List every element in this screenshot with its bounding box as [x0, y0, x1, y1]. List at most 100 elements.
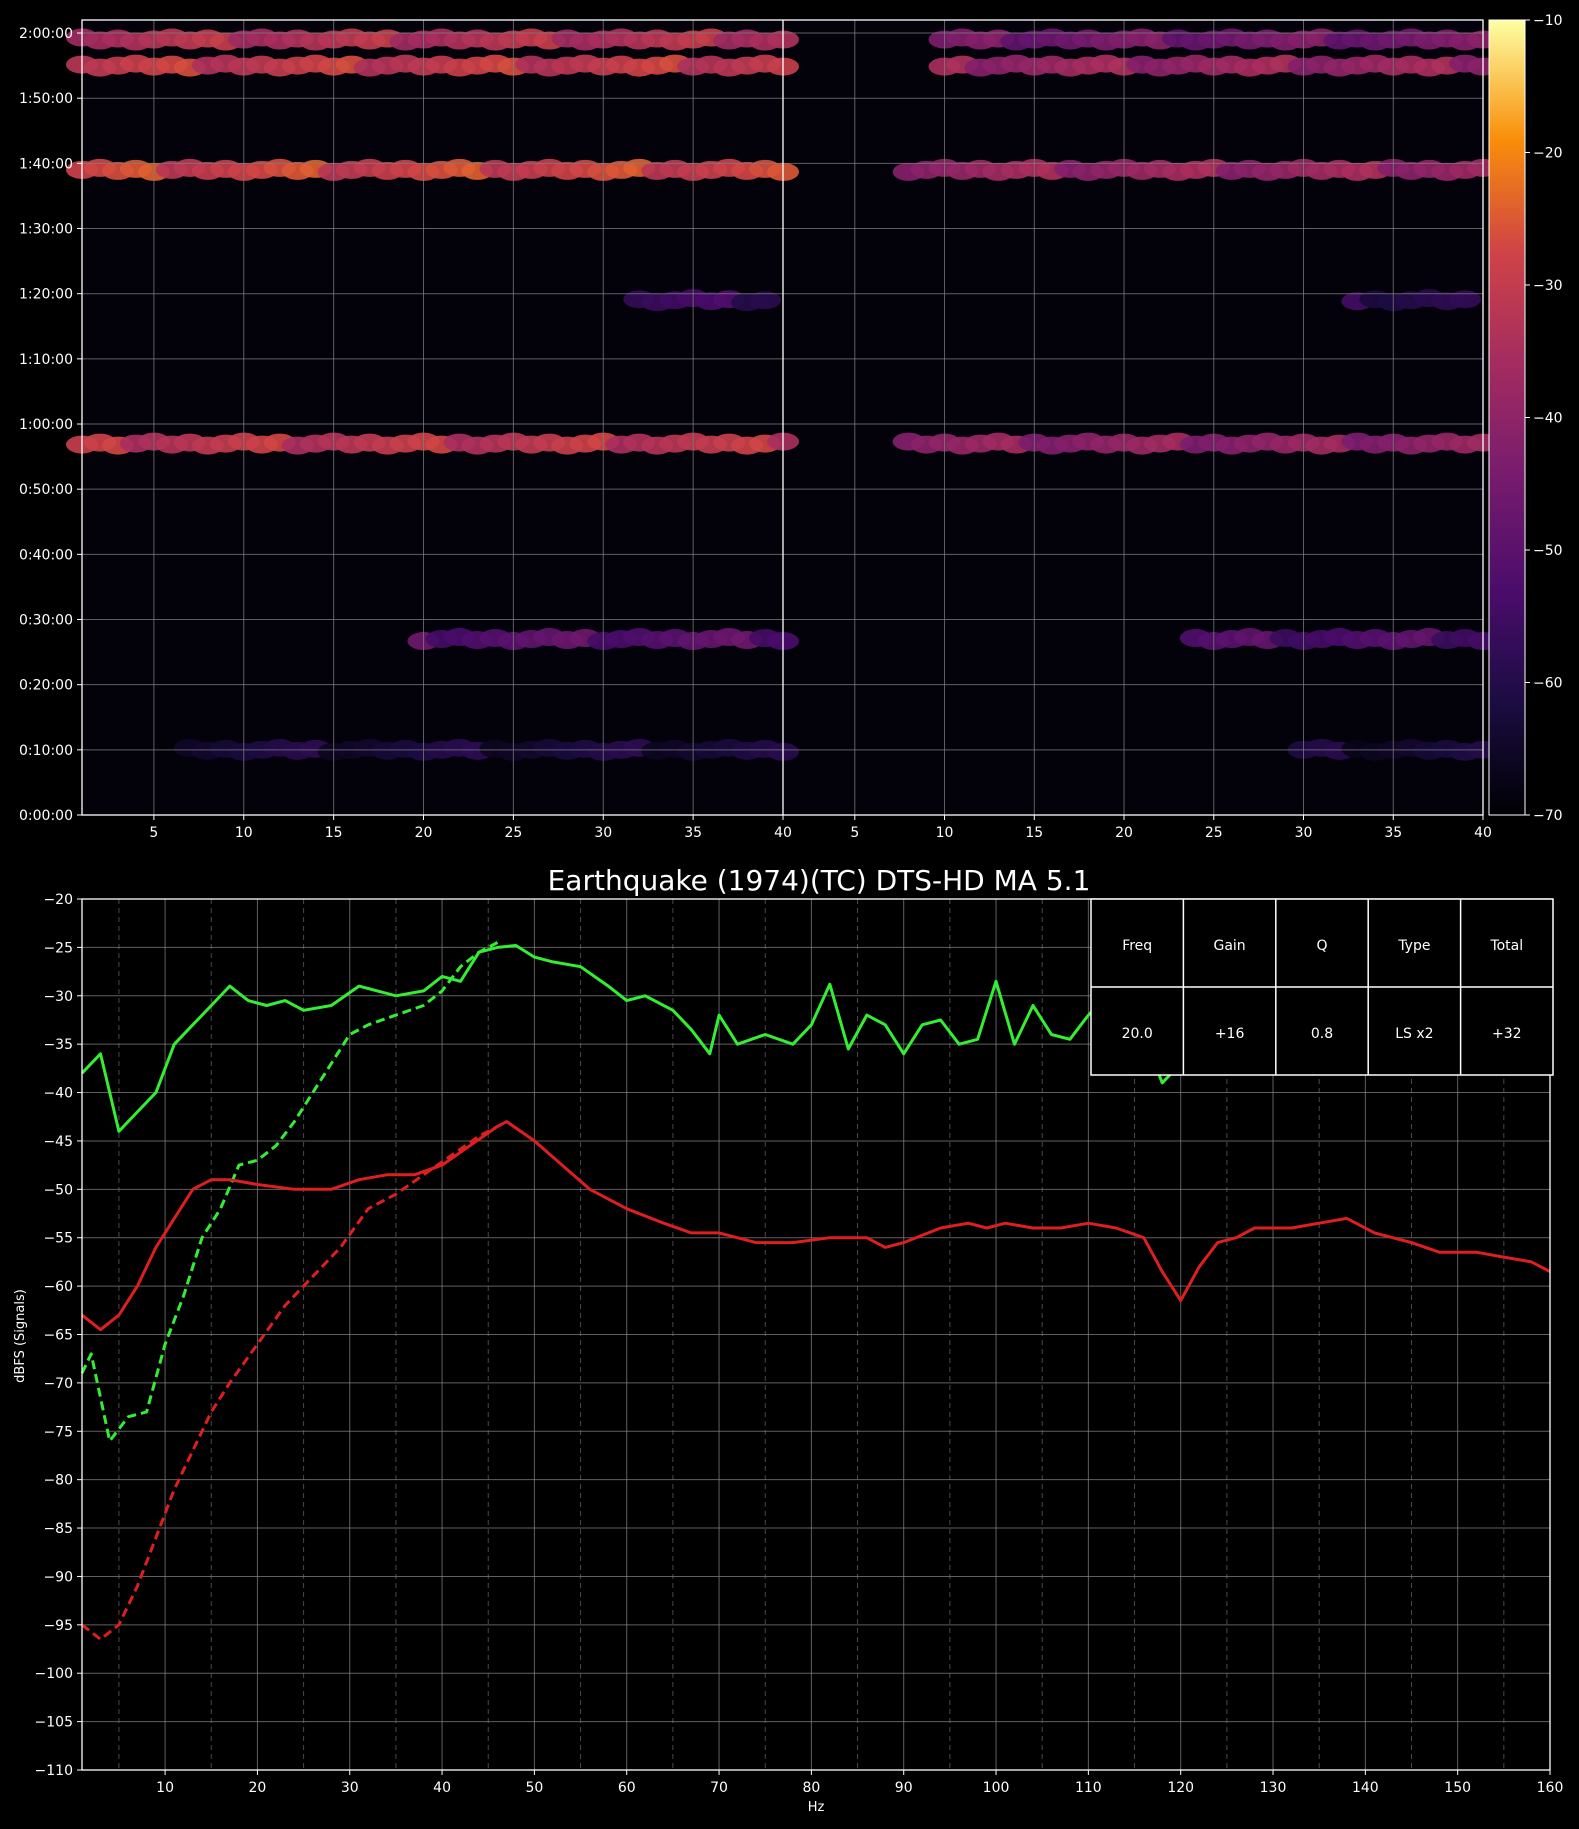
heatmap-ytick-label: 1:40:00 — [19, 156, 73, 172]
x-tick-label: 80 — [802, 1780, 820, 1796]
heatmap-ytick-label: 2:00:00 — [19, 26, 73, 42]
x-tick-label: 40 — [433, 1780, 451, 1796]
heatmap-xtick-label: 20 — [1115, 825, 1133, 841]
colorbar-tick-label: −30 — [1533, 278, 1563, 294]
heatmap-ytick-label: 0:40:00 — [19, 547, 73, 563]
x-tick-label: 150 — [1444, 1780, 1471, 1796]
heatmap-ytick-label: 0:00:00 — [19, 808, 73, 824]
y-tick-label: −25 — [43, 940, 73, 956]
colorbar-tick-label: −40 — [1533, 411, 1563, 427]
x-tick-label: 90 — [895, 1780, 913, 1796]
x-tick-label: 140 — [1352, 1780, 1379, 1796]
table-header-cell: Q — [1316, 938, 1327, 954]
table-value-cell: +16 — [1215, 1026, 1245, 1042]
spectrogram-heatmap: 0:00:00 0:10:00 0:20:00 0:30:00 0:40:00 0:50:… — [19, 13, 1563, 841]
heatmap-xtick-label: 25 — [504, 825, 522, 841]
x-tick-label: 160 — [1537, 1780, 1564, 1796]
heatmap-band — [623, 289, 782, 312]
heatmap-ytick-label: 0:10:00 — [19, 743, 73, 759]
heatmap-band — [66, 54, 799, 77]
line-plot-frame — [81, 898, 1551, 1771]
heatmap-xtick-label: 35 — [1384, 825, 1402, 841]
x-tick-label: 20 — [249, 1780, 267, 1796]
x-tick-label: 130 — [1260, 1780, 1287, 1796]
y-tick-label: −65 — [43, 1328, 73, 1344]
x-tick-label: 70 — [710, 1780, 728, 1796]
heatmap-ytick-label: 1:00:00 — [19, 417, 73, 433]
series-line-3 — [81, 1120, 508, 1641]
heatmap-xtick-label: 5 — [850, 825, 859, 841]
heatmap-xtick-label: 20 — [415, 825, 433, 841]
y-tick-label: −95 — [43, 1618, 73, 1634]
heatmap-ytick-label: 1:30:00 — [19, 222, 73, 238]
x-tick-label: 60 — [618, 1780, 636, 1796]
x-tick-label: 50 — [525, 1780, 543, 1796]
colorbar: −10 −20 −30 −40 −50 −60 −70 — [1488, 13, 1563, 824]
line-plot-area: 10 20 30 40 50 60 70 80 90 100 110 120 130 140 150 160 −… — [35, 892, 1564, 1796]
heatmap-xtick-label: 15 — [325, 825, 343, 841]
y-tick-label: −75 — [43, 1424, 73, 1440]
table-header-cell: Total — [1489, 938, 1523, 954]
table-header-cell: Freq — [1122, 938, 1152, 954]
heatmap-xtick-label: 30 — [1295, 825, 1313, 841]
y-tick-label: −45 — [43, 1134, 73, 1150]
heatmap-xtick-label: 30 — [594, 825, 612, 841]
table-value-cell: 0.8 — [1311, 1026, 1333, 1042]
x-axis-label: Hz — [808, 1800, 825, 1815]
heatmap-xtick-label: 15 — [1025, 825, 1043, 841]
heatmap-cell — [749, 291, 782, 310]
x-tick-label: 110 — [1075, 1780, 1102, 1796]
colorbar-tick-label: −70 — [1533, 808, 1563, 824]
y-tick-label: −105 — [35, 1715, 73, 1731]
y-tick-label: −100 — [35, 1666, 73, 1682]
heatmap-band — [892, 158, 1499, 181]
heatmap-ytick-label: 0:30:00 — [19, 613, 73, 629]
series-line-1 — [80, 941, 499, 1443]
table-value-cell: +32 — [1492, 1026, 1522, 1042]
colorbar-tick-label: −50 — [1533, 543, 1563, 559]
table-header-cell: Gain — [1213, 938, 1245, 954]
y-tick-label: −35 — [43, 1037, 73, 1053]
x-tick-label: 100 — [983, 1780, 1010, 1796]
colorbar-tick-label: −60 — [1533, 676, 1563, 692]
y-tick-label: −60 — [43, 1279, 73, 1295]
series-line-0 — [80, 944, 1210, 1133]
heatmap-band — [1287, 738, 1499, 761]
y-tick-label: −85 — [43, 1521, 73, 1537]
y-tick-label: −30 — [43, 989, 73, 1005]
y-tick-label: −70 — [43, 1376, 73, 1392]
heatmap-xtick-label: 40 — [774, 825, 792, 841]
heatmap-xtick-label: 10 — [936, 825, 954, 841]
heatmap-band — [66, 432, 799, 455]
chart-title: Earthquake (1974)(TC) DTS-HD MA 5.1 — [548, 864, 1091, 897]
y-axis-label: dBFS (Signals) — [13, 1289, 28, 1383]
y-tick-label: −20 — [43, 892, 73, 908]
heatmap-ytick-label: 1:20:00 — [19, 287, 73, 303]
x-tick-label: 30 — [341, 1780, 359, 1796]
y-tick-label: −55 — [43, 1231, 73, 1247]
heatmap-band — [928, 28, 1499, 51]
heatmap-xtick-label: 5 — [149, 825, 158, 841]
y-tick-label: −80 — [43, 1473, 73, 1489]
frequency-response-chart: Earthquake (1974)(TC) DTS-HD MA 5.1 Hz d… — [13, 864, 1563, 1815]
heatmap-ytick-label: 1:50:00 — [19, 91, 73, 107]
heatmap-ytick-label: 1:10:00 — [19, 352, 73, 368]
x-tick-label: 10 — [156, 1780, 174, 1796]
heatmap-xtick-label: 40 — [1474, 825, 1492, 841]
heatmap-ytick-label: 0:20:00 — [19, 678, 73, 694]
heatmap-xtick-label: 10 — [235, 825, 253, 841]
eq-parameter-table: Freq Gain Q Type Total 20.0 +16 0.8 LS x2 +32 — [1090, 898, 1554, 1076]
y-tick-label: −40 — [43, 1086, 73, 1102]
heatmap-cell — [1449, 290, 1482, 309]
table-value-cell: LS x2 — [1395, 1026, 1433, 1042]
colorbar-tick-label: −10 — [1533, 13, 1563, 29]
y-tick-label: −90 — [43, 1569, 73, 1585]
heatmap-xtick-label: 25 — [1205, 825, 1223, 841]
table-header-cell: Type — [1397, 938, 1430, 954]
heatmap-band — [66, 28, 799, 51]
colorbar-tick-label: −20 — [1533, 146, 1563, 162]
heatmap-ytick-label: 0:50:00 — [19, 482, 73, 498]
heatmap-xtick-label: 35 — [684, 825, 702, 841]
y-tick-label: −50 — [43, 1182, 73, 1198]
